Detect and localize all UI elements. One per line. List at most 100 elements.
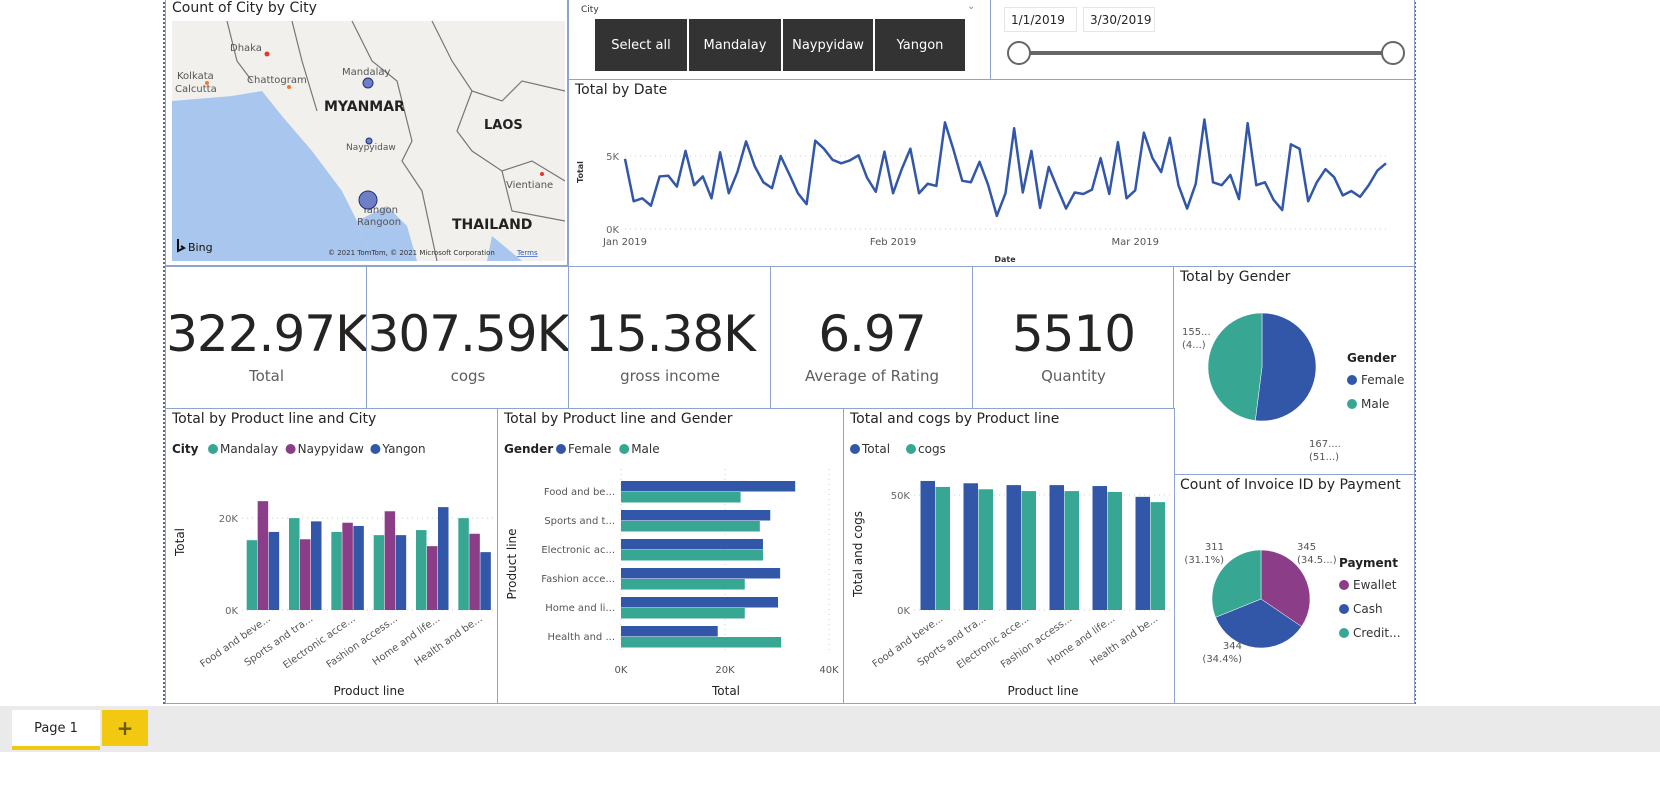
bar-yangon <box>268 531 280 610</box>
y-tick-label: Health and ... <box>547 632 615 643</box>
legend-item: Total <box>861 442 890 456</box>
legend-marker <box>370 444 381 454</box>
map-label-chattogram: Chattogram <box>247 75 307 86</box>
map-bubble-mandalay[interactable] <box>362 77 374 89</box>
bar-naypyidaw <box>384 511 396 610</box>
y-tick-label: 20K <box>219 514 239 525</box>
map-copyright: © 2021 TomTom, © 2021 Microsoft Corporat… <box>328 249 495 257</box>
bar-total <box>920 480 935 610</box>
x-axis-title: Product line <box>333 684 404 698</box>
bar-female <box>621 626 718 637</box>
bing-label: Bing <box>188 241 213 254</box>
legend-marker <box>1347 399 1357 409</box>
bar-yangon <box>395 535 407 610</box>
date-end-handle[interactable] <box>1381 41 1405 65</box>
x-axis-title: Product line <box>1007 684 1078 698</box>
add-page-button[interactable]: + <box>102 710 148 746</box>
bar-male <box>621 608 745 619</box>
bar-yangon <box>480 552 491 610</box>
start-date-input[interactable]: 1/1/2019 <box>1004 7 1077 32</box>
pie-slice-female <box>1255 312 1317 422</box>
legend-marker <box>285 444 296 454</box>
map-label-mandalay: Mandalay <box>342 67 390 78</box>
kpi-card-cogs[interactable]: 307.59K cogs <box>366 266 570 410</box>
y-tick-label: 50K <box>891 491 911 502</box>
kpi-label: cogs <box>450 367 486 385</box>
bar-male <box>621 550 763 561</box>
bar-cogs <box>1107 492 1122 610</box>
date-start-handle[interactable] <box>1007 41 1031 65</box>
bar-mandalay <box>246 540 258 610</box>
map-label-rangoon: Rangoon <box>357 217 401 228</box>
total-by-gender-chart[interactable]: Total by Gender 167.... (51...) 155... (4..… <box>1173 266 1415 476</box>
legend-item: Credit... <box>1353 626 1401 640</box>
legend-marker <box>619 444 630 454</box>
x-tick-label: 20K <box>715 665 735 676</box>
pie-slice-credit <box>1211 549 1262 618</box>
chart-title: Total by Product line and City <box>172 411 377 427</box>
map-label-calcutta: Calcutta <box>175 84 217 95</box>
y-axis-title: Product line <box>505 528 519 599</box>
x-tick-label: Jan 2019 <box>602 237 647 248</box>
kpi-value: 322.97K <box>166 305 368 363</box>
x-tick-label: Electronic acce... <box>955 613 1031 671</box>
kpi-value: 5510 <box>1011 305 1136 363</box>
pie-chart-svg: 167.... (51...) 155... (4...) Gender Female Ma… <box>1182 312 1404 463</box>
date-slicer: 1/1/2019 3/30/2019 <box>990 0 1415 80</box>
kpi-card-average-of-rating[interactable]: 6.97 Average of Rating <box>770 266 974 410</box>
legend-marker <box>1347 375 1357 385</box>
legend-marker <box>556 444 566 454</box>
line-chart-svg: 0K 5K Jan 2019 Feb 2019 Mar 2019 Date Total <box>576 118 1387 264</box>
city-button-naypyidaw[interactable]: Naypyidaw <box>783 19 873 71</box>
data-label-percent: (4...) <box>1182 340 1206 351</box>
map-label-dhaka: Dhaka <box>230 43 262 54</box>
bar-cogs <box>935 486 950 610</box>
bar-male <box>621 637 782 648</box>
map-label-thailand: THAILAND <box>452 217 532 233</box>
end-date-input[interactable]: 3/30/2019 <box>1083 7 1155 32</box>
legend-item: cogs <box>918 442 946 456</box>
map-label-naypyidaw: Naypyidaw <box>346 143 396 153</box>
map-bubble-yangon[interactable] <box>358 190 378 210</box>
pie-slice-cash <box>1215 598 1302 649</box>
tab-page-1[interactable]: Page 1 <box>12 710 100 750</box>
kpi-card-gross-income[interactable]: 15.38K gross income <box>568 266 772 410</box>
city-button-yangon[interactable]: Yangon <box>875 19 965 71</box>
count-by-payment-chart[interactable]: Count of Invoice ID by Payment 345 (34.5.… <box>1173 474 1415 704</box>
legend-marker <box>1339 604 1349 614</box>
city-button-select-all[interactable]: Select all <box>595 19 687 71</box>
page-tab-bar: Page 1 + <box>0 706 1660 752</box>
total-by-product-gender-chart[interactable]: Total by Product line and Gender Gender F… <box>497 408 845 704</box>
total-cogs-by-product-chart[interactable]: Total and cogs by Product line Total cogs… <box>843 408 1175 704</box>
legend-marker <box>208 444 218 454</box>
data-label-value: 167.... <box>1309 439 1341 450</box>
y-tick-label: 0K <box>606 225 619 236</box>
legend-item: Yangon <box>381 442 425 456</box>
legend-marker <box>906 444 916 454</box>
bing-logo-icon <box>177 239 186 253</box>
bar-naypyidaw <box>257 501 269 610</box>
bar-yangon <box>438 507 449 610</box>
map-label-yangon: Yangon <box>361 205 398 216</box>
total-by-product-city-chart[interactable]: Total by Product line and City City Manda… <box>165 408 499 704</box>
bar-naypyidaw <box>427 546 438 610</box>
map-bubble-naypyidaw[interactable] <box>365 137 373 145</box>
map-title: Count of City by City <box>172 0 317 16</box>
city-button-mandalay[interactable]: Mandalay <box>689 19 781 71</box>
bar-female <box>621 597 779 608</box>
map-canvas[interactable]: Dhaka Kolkata Calcutta Chattogram Mandal… <box>172 21 565 261</box>
x-tick-label: Food and beve... <box>871 613 946 670</box>
map-terms-link[interactable]: Terms <box>516 249 538 257</box>
data-label-percent: (31.1%) <box>1184 555 1224 566</box>
kpi-card-quantity[interactable]: 5510 Quantity <box>972 266 1175 410</box>
kpi-card-total[interactable]: 322.97K Total <box>165 266 368 410</box>
bar-mandalay <box>373 535 385 610</box>
total-by-date-chart[interactable]: Total by Date 0K 5K Jan 2019 Feb 2019 Mar 20… <box>568 79 1415 268</box>
x-tick-label: Fashion access... <box>999 613 1074 670</box>
x-tick-label: Electronic acce... <box>281 613 357 671</box>
data-label-percent: (51...) <box>1309 452 1339 463</box>
chevron-down-icon[interactable]: ⌄ <box>967 1 976 12</box>
map-visual[interactable]: Count of City by City Dhaka Kolkata Calc… <box>165 0 568 266</box>
kpi-label: Total <box>248 367 285 385</box>
